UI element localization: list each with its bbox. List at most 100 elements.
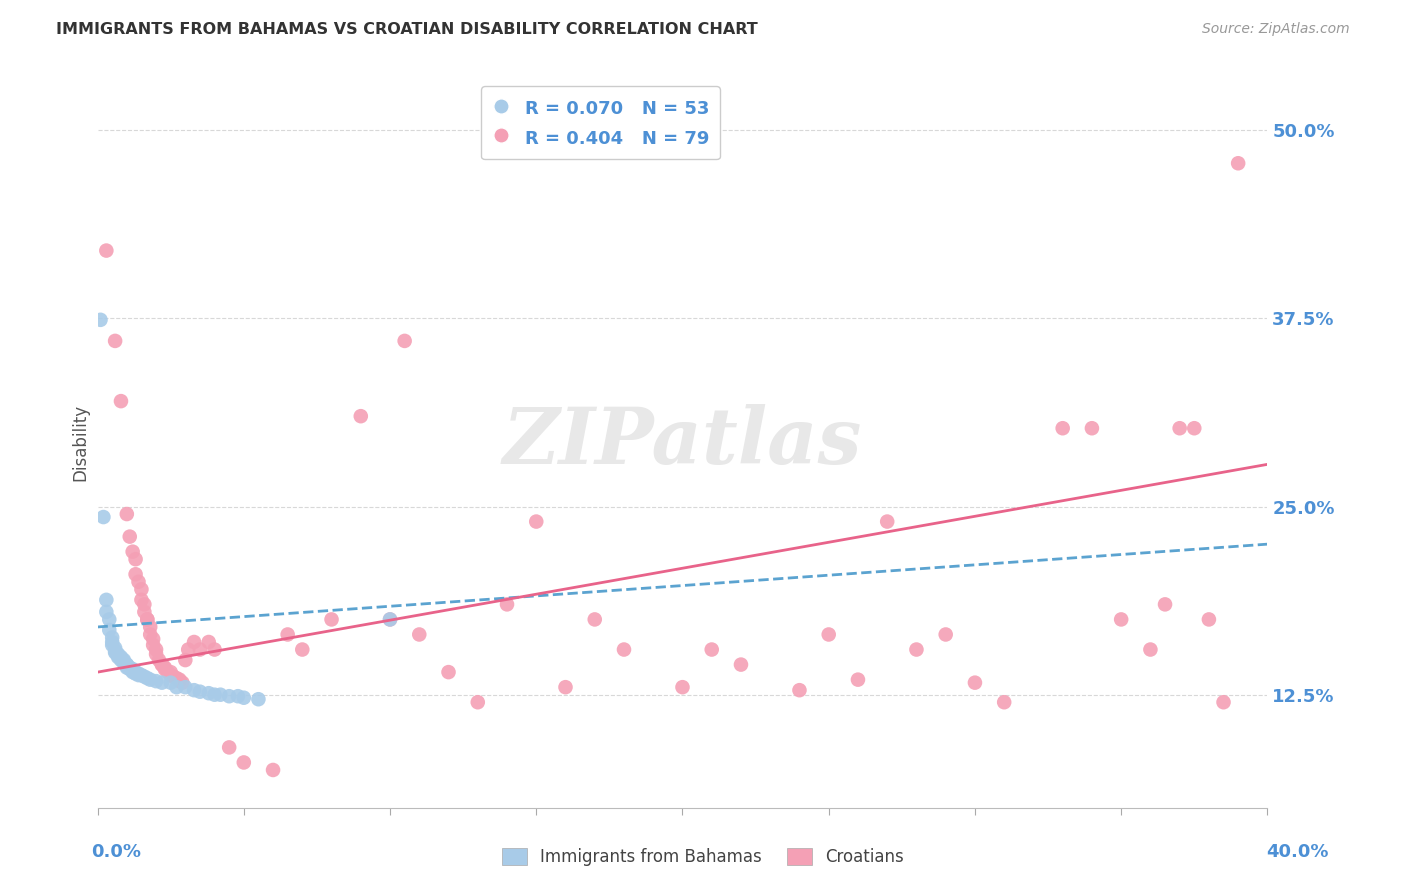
Point — [96, 592, 118, 607]
Point — [150, 657, 173, 672]
Point — [107, 648, 129, 663]
Point — [1198, 612, 1220, 626]
Point — [124, 552, 146, 566]
Point — [613, 642, 636, 657]
Point — [107, 650, 129, 665]
Point — [1212, 695, 1234, 709]
Point — [115, 657, 138, 672]
Legend: R = 0.070   N = 53, R = 0.404   N = 79: R = 0.070 N = 53, R = 0.404 N = 79 — [481, 87, 720, 160]
Point — [350, 409, 373, 424]
Point — [1168, 421, 1191, 435]
Point — [188, 684, 211, 698]
Point — [277, 627, 299, 641]
Point — [247, 692, 270, 706]
Point — [524, 515, 547, 529]
Point — [136, 612, 159, 626]
Point — [128, 668, 150, 682]
Point — [110, 394, 132, 409]
Point — [232, 756, 254, 770]
Point — [145, 674, 167, 689]
Point — [131, 582, 153, 597]
Point — [1052, 421, 1074, 435]
Point — [101, 638, 124, 652]
Text: Source: ZipAtlas.com: Source: ZipAtlas.com — [1202, 22, 1350, 37]
Point — [1109, 612, 1132, 626]
Point — [1154, 598, 1177, 612]
Point — [496, 598, 519, 612]
Point — [115, 657, 138, 672]
Point — [101, 631, 124, 645]
Point — [112, 656, 135, 670]
Point — [846, 673, 869, 687]
Point — [153, 662, 176, 676]
Point — [118, 530, 141, 544]
Point — [394, 334, 416, 348]
Point — [121, 662, 143, 676]
Point — [169, 674, 191, 689]
Point — [134, 598, 156, 612]
Point — [232, 690, 254, 705]
Point — [107, 647, 129, 661]
Point — [166, 680, 188, 694]
Point — [115, 507, 138, 521]
Point — [142, 632, 165, 646]
Point — [321, 612, 343, 626]
Point — [96, 605, 118, 619]
Point — [153, 660, 176, 674]
Point — [554, 680, 576, 694]
Point — [131, 668, 153, 682]
Point — [128, 666, 150, 681]
Point — [177, 642, 200, 657]
Point — [93, 510, 115, 524]
Point — [121, 544, 143, 558]
Point — [89, 313, 111, 327]
Text: IMMIGRANTS FROM BAHAMAS VS CROATIAN DISABILITY CORRELATION CHART: IMMIGRANTS FROM BAHAMAS VS CROATIAN DISA… — [56, 22, 758, 37]
Point — [583, 612, 606, 626]
Point — [150, 675, 173, 690]
Point — [134, 670, 156, 684]
Point — [124, 567, 146, 582]
Point — [218, 690, 240, 704]
Point — [197, 635, 219, 649]
Point — [378, 612, 401, 626]
Point — [110, 653, 132, 667]
Point — [174, 653, 197, 667]
Point — [131, 592, 153, 607]
Point — [118, 662, 141, 676]
Point — [156, 665, 179, 679]
Point — [174, 680, 197, 694]
Point — [817, 627, 839, 641]
Point — [1182, 421, 1205, 435]
Point — [1081, 421, 1104, 435]
Point — [98, 612, 121, 626]
Point — [218, 740, 240, 755]
Point — [1139, 642, 1161, 657]
Point — [159, 675, 181, 690]
Point — [166, 671, 188, 685]
Legend: Immigrants from Bahamas, Croatians: Immigrants from Bahamas, Croatians — [494, 840, 912, 875]
Point — [98, 623, 121, 637]
Point — [204, 688, 226, 702]
Point — [188, 642, 211, 657]
Point — [139, 620, 162, 634]
Point — [905, 642, 928, 657]
Point — [437, 665, 460, 679]
Text: 40.0%: 40.0% — [1267, 843, 1329, 861]
Point — [789, 683, 811, 698]
Point — [115, 660, 138, 674]
Point — [262, 763, 284, 777]
Text: ZIPatlas: ZIPatlas — [503, 404, 862, 481]
Point — [110, 651, 132, 665]
Point — [128, 574, 150, 589]
Point — [226, 690, 249, 704]
Point — [134, 605, 156, 619]
Point — [183, 683, 205, 698]
Point — [104, 640, 127, 655]
Point — [183, 635, 205, 649]
Point — [104, 644, 127, 658]
Point — [139, 627, 162, 641]
Point — [204, 642, 226, 657]
Point — [112, 655, 135, 669]
Point — [408, 627, 430, 641]
Point — [148, 653, 170, 667]
